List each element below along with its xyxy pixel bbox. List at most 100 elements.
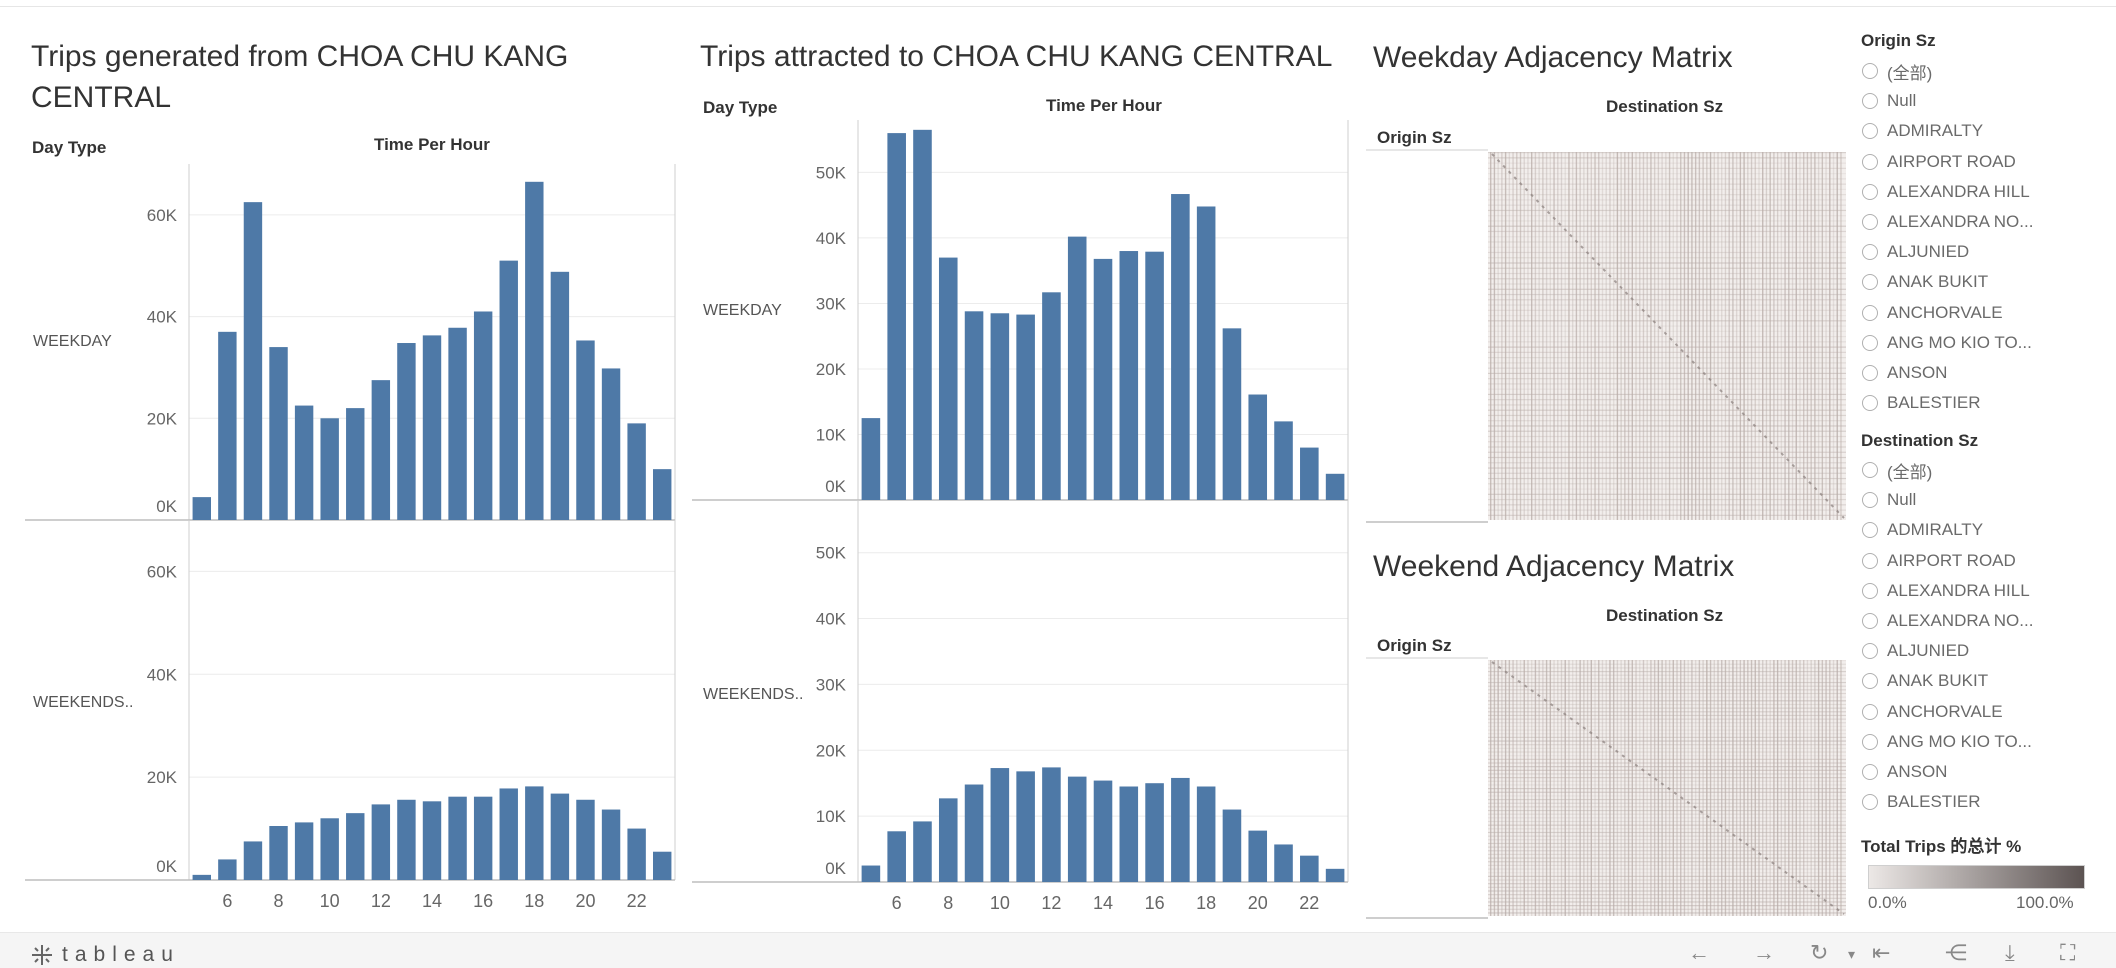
bar-17[interactable] <box>1171 777 1190 882</box>
revert-icon[interactable]: ↻ <box>1810 940 1829 965</box>
generated-daytype-header[interactable]: Day Type <box>32 138 107 157</box>
origin-filter-item[interactable]: ADMIRALTY <box>1862 116 1983 146</box>
bar-7[interactable] <box>913 821 932 882</box>
origin-filter-item[interactable]: ANAK BUKIT <box>1862 267 1988 297</box>
bar-6[interactable] <box>887 133 906 500</box>
bar-9[interactable] <box>964 311 984 500</box>
bar-17[interactable] <box>499 260 518 520</box>
bar-14[interactable] <box>1093 780 1113 882</box>
weekend-matrix-dest-header[interactable]: Destination Sz <box>1606 606 1724 625</box>
bar-20[interactable] <box>1248 830 1268 882</box>
bar-18[interactable] <box>1196 786 1216 883</box>
radio-button[interactable] <box>1862 365 1878 381</box>
bar-22[interactable] <box>1300 447 1319 500</box>
redo-icon[interactable]: → <box>1753 940 1775 965</box>
origin-filter-item[interactable]: ANSON <box>1862 358 1947 388</box>
weekday-adjacency-matrix[interactable] <box>1366 149 1850 523</box>
radio-button[interactable] <box>1862 304 1878 321</box>
bar-20[interactable] <box>1248 394 1268 500</box>
bar-7[interactable] <box>243 841 263 880</box>
radio-button[interactable] <box>1862 733 1878 750</box>
bar-22[interactable] <box>627 828 646 880</box>
destination-filter-item[interactable]: ANG MO KIO TO... <box>1862 727 2032 757</box>
weekend-matrix-origin-header[interactable]: Origin Sz <box>1377 636 1452 655</box>
share-icon[interactable]: ⋲ <box>1945 940 1967 965</box>
bar-16[interactable] <box>473 311 493 520</box>
radio-button[interactable] <box>1862 334 1878 351</box>
radio-button[interactable] <box>1862 214 1878 230</box>
radio-button[interactable] <box>1862 552 1878 569</box>
bar-15[interactable] <box>1119 251 1139 500</box>
radio-button[interactable] <box>1862 764 1878 780</box>
bar-5[interactable] <box>861 418 881 500</box>
bar-23[interactable] <box>653 851 672 880</box>
destination-filter-item[interactable]: Null <box>1862 485 1916 515</box>
radio-button[interactable] <box>1862 153 1878 170</box>
bar-14[interactable] <box>422 335 442 520</box>
bar-13[interactable] <box>397 799 416 880</box>
bar-21[interactable] <box>1274 421 1293 500</box>
bar-10[interactable] <box>990 768 1010 882</box>
weekday-matrix-dest-header[interactable]: Destination Sz <box>1606 97 1724 116</box>
destination-filter-item[interactable]: (全部) <box>1862 455 1932 485</box>
attracted-daytype-header[interactable]: Day Type <box>703 98 778 117</box>
bar-10[interactable] <box>320 818 339 880</box>
weekend-adjacency-matrix[interactable] <box>1366 657 1850 919</box>
bar-15[interactable] <box>448 327 467 520</box>
bar-22[interactable] <box>1300 855 1319 882</box>
bar-6[interactable] <box>887 831 906 882</box>
bar-8[interactable] <box>269 347 288 520</box>
destination-filter-item[interactable]: ALJUNIED <box>1862 636 1969 666</box>
origin-filter-item[interactable]: ALEXANDRA NO... <box>1862 207 2033 237</box>
bar-9[interactable] <box>964 784 984 882</box>
bar-18[interactable] <box>525 181 544 521</box>
attracted-time-header[interactable]: Time Per Hour <box>1046 96 1162 115</box>
origin-filter-item[interactable]: BALESTIER <box>1862 388 1981 418</box>
bar-14[interactable] <box>422 801 442 880</box>
tableau-logo[interactable]: tableau <box>30 943 180 967</box>
bar-21[interactable] <box>601 809 621 880</box>
origin-filter-item[interactable]: Null <box>1862 86 1916 116</box>
bar-7[interactable] <box>913 129 932 501</box>
origin-filter-item[interactable]: ANCHORVALE <box>1862 298 2003 328</box>
radio-button[interactable] <box>1862 93 1878 110</box>
bar-20[interactable] <box>576 799 595 880</box>
bar-23[interactable] <box>1325 868 1345 882</box>
bar-19[interactable] <box>1222 328 1242 500</box>
bar-5[interactable] <box>192 874 211 880</box>
bar-8[interactable] <box>938 257 958 500</box>
bar-13[interactable] <box>1067 236 1087 500</box>
destination-filter-item[interactable]: ANCHORVALE <box>1862 697 2003 727</box>
bar-13[interactable] <box>1067 776 1087 882</box>
bar-12[interactable] <box>371 804 391 880</box>
radio-button[interactable] <box>1862 183 1878 200</box>
bar-21[interactable] <box>1274 844 1293 882</box>
radio-button[interactable] <box>1862 492 1878 509</box>
bar-16[interactable] <box>473 796 493 880</box>
revert-all-icon[interactable]: ⇤ <box>1872 940 1891 965</box>
radio-button[interactable] <box>1862 244 1878 261</box>
bar-12[interactable] <box>371 380 391 520</box>
undo-icon[interactable]: ← <box>1688 940 1710 965</box>
destination-filter-item[interactable]: BALESTIER <box>1862 787 1981 817</box>
radio-button[interactable] <box>1862 522 1878 539</box>
bar-11[interactable] <box>346 813 365 880</box>
radio-button[interactable] <box>1862 703 1878 720</box>
bar-5[interactable] <box>861 865 881 882</box>
radio-button[interactable] <box>1862 794 1878 811</box>
bar-16[interactable] <box>1145 783 1164 882</box>
radio-button[interactable] <box>1862 123 1878 140</box>
bar-12[interactable] <box>1042 292 1061 500</box>
bar-11[interactable] <box>346 408 365 520</box>
fullscreen-icon[interactable]: ⛶ <box>2060 940 2076 965</box>
bar-11[interactable] <box>1016 314 1035 500</box>
bar-13[interactable] <box>397 343 416 520</box>
download-icon[interactable]: ⤓ <box>2005 940 2015 965</box>
destination-filter-item[interactable]: AIRPORT ROAD <box>1862 546 2016 576</box>
destination-filter-item[interactable]: ALEXANDRA NO... <box>1862 606 2033 636</box>
bar-6[interactable] <box>218 331 237 520</box>
bar-11[interactable] <box>1016 771 1035 882</box>
bar-17[interactable] <box>1171 194 1190 500</box>
bar-12[interactable] <box>1042 767 1061 882</box>
bar-21[interactable] <box>601 368 621 520</box>
